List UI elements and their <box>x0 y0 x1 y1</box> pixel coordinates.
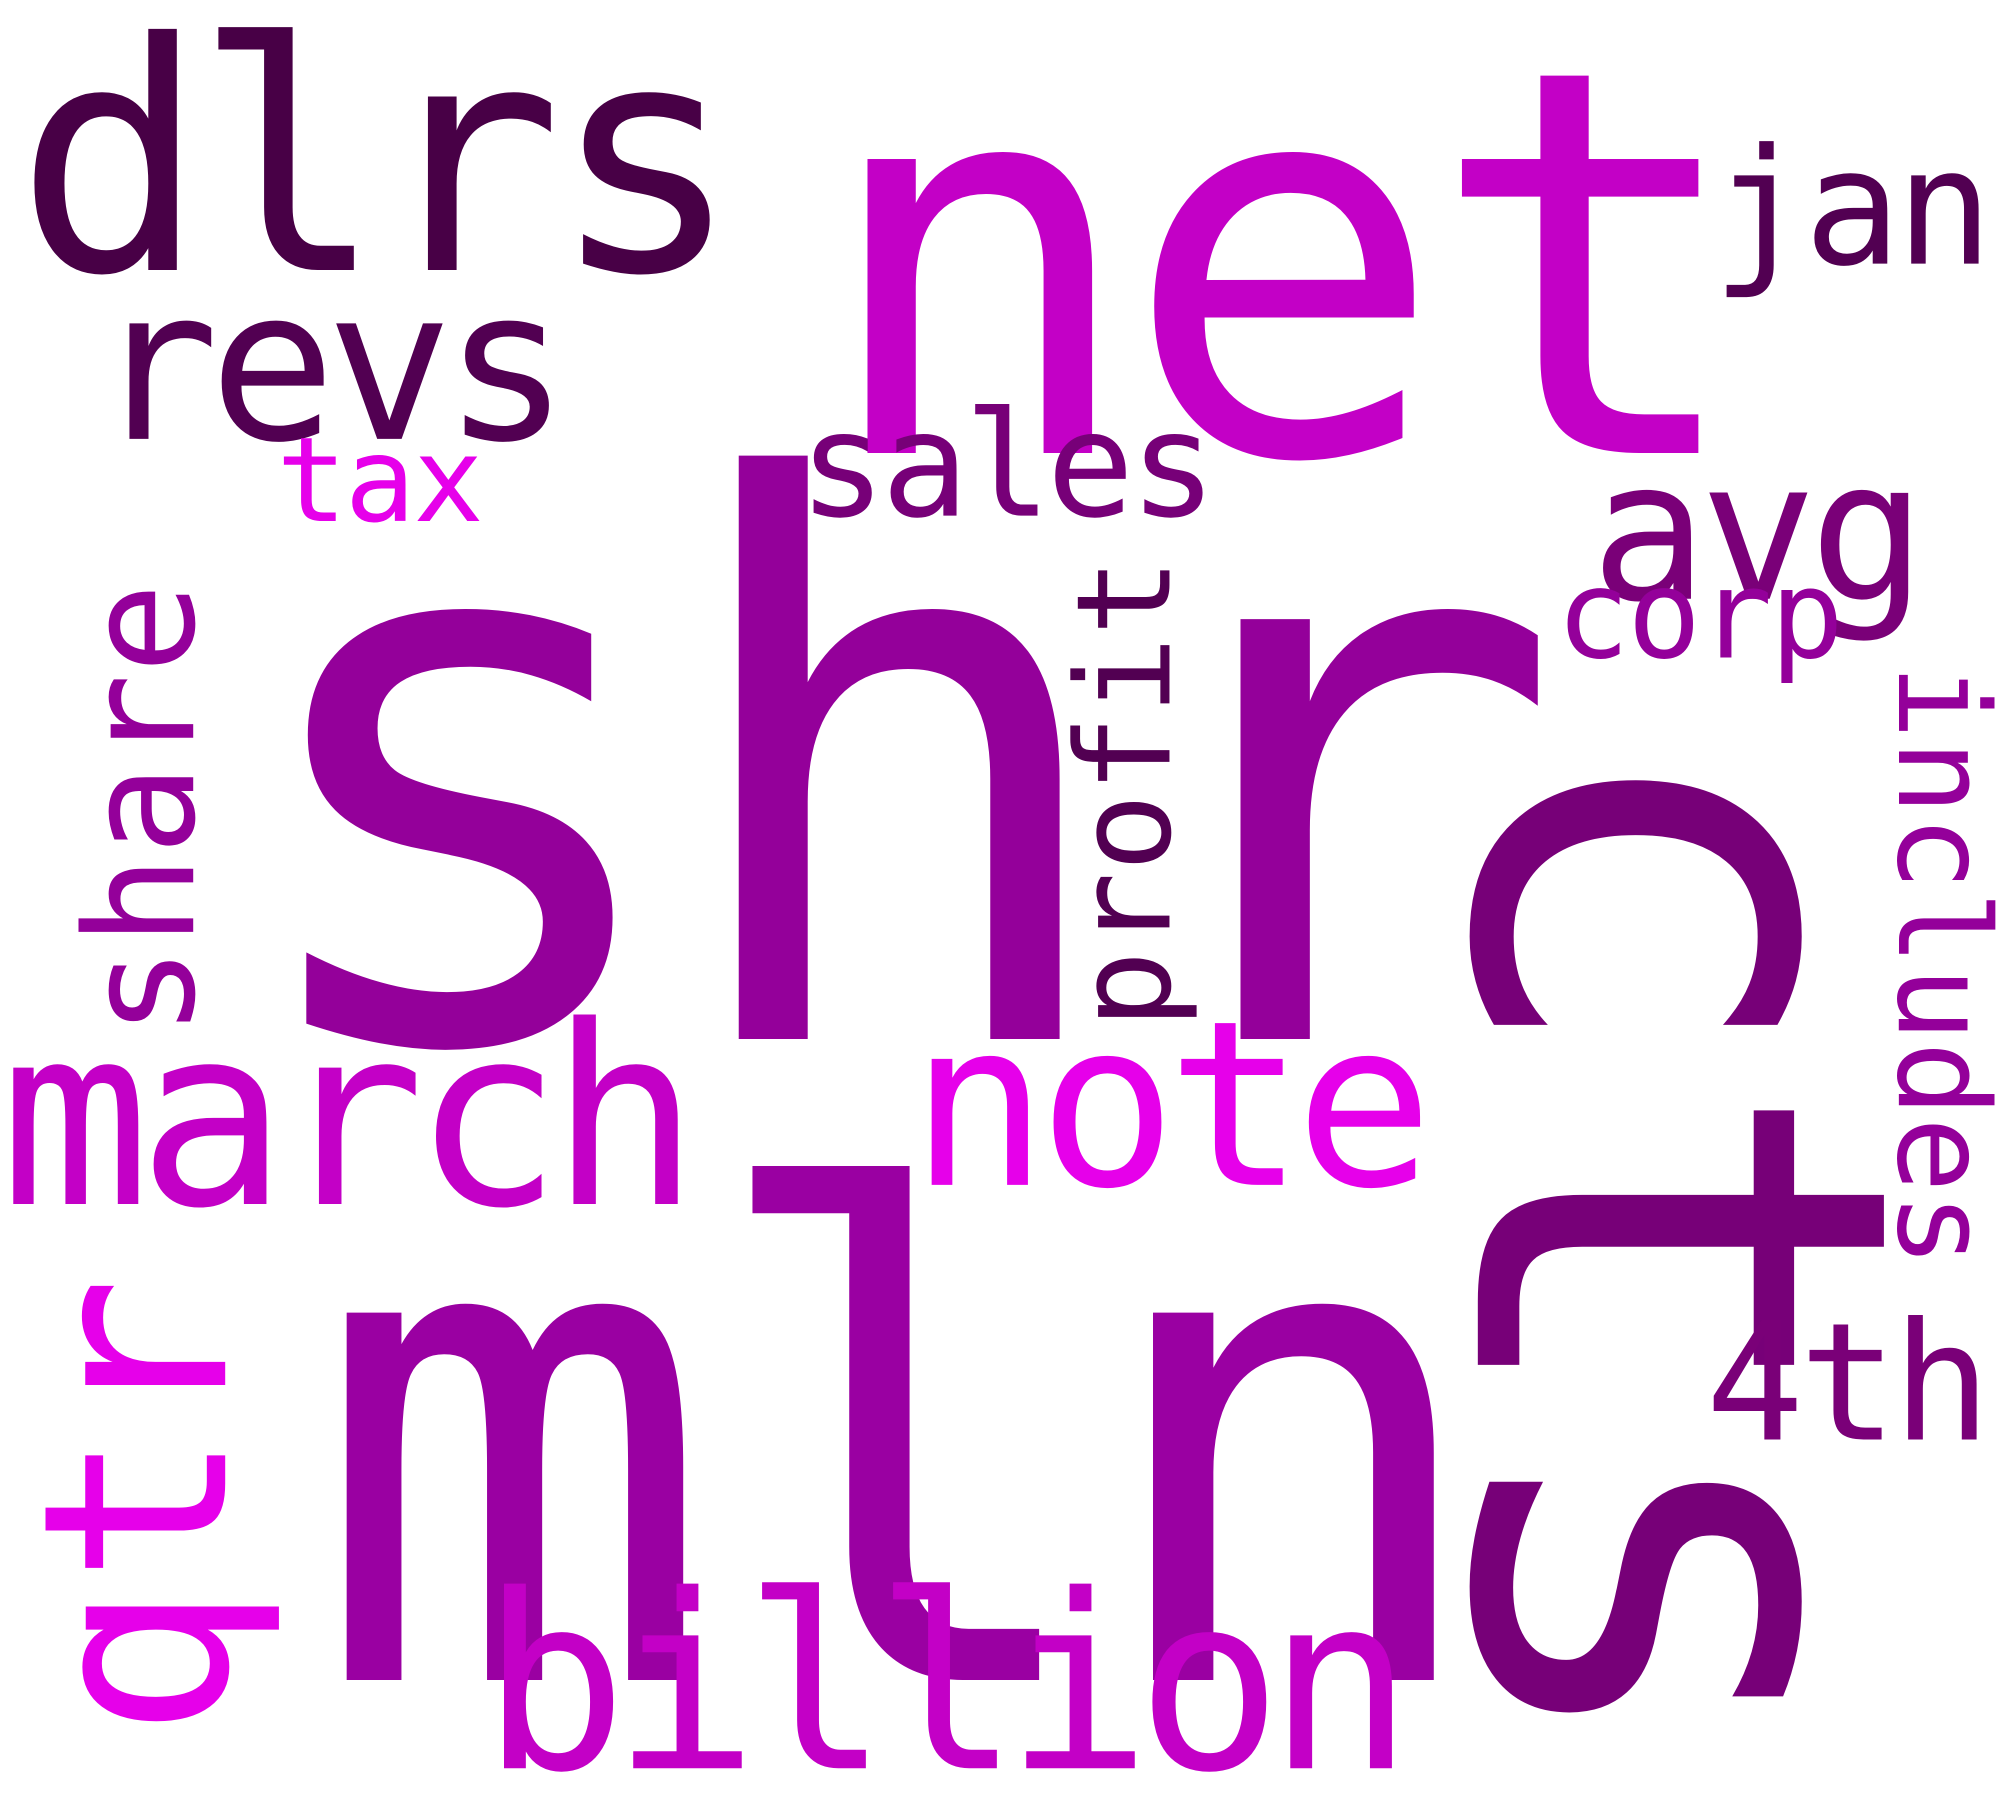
word-qtr: qtr <box>0 1276 287 1739</box>
word-sales: sales <box>798 380 1217 551</box>
word-note: note <box>909 972 1434 1240</box>
word-tax: tax <box>276 411 484 549</box>
word-mln: mln <box>310 1056 1494 1800</box>
word-includes: includes <box>1868 664 2000 1268</box>
word-revs: revs <box>92 243 570 489</box>
word-dlrs: dlrs <box>15 0 741 346</box>
word-profit: profit <box>1049 557 1202 1030</box>
word-jan: jan <box>1711 113 1993 302</box>
word-march: march <box>0 972 700 1263</box>
word-net: net <box>816 0 1751 581</box>
word-4th: 4th <box>1705 1288 1992 1480</box>
word-billion: billion <box>481 1543 1413 1800</box>
word-corp: corp <box>1555 543 1844 688</box>
word-shr: shr <box>226 326 1567 1221</box>
word-share: share <box>52 582 230 1038</box>
word-avg: avg <box>1590 418 1926 645</box>
